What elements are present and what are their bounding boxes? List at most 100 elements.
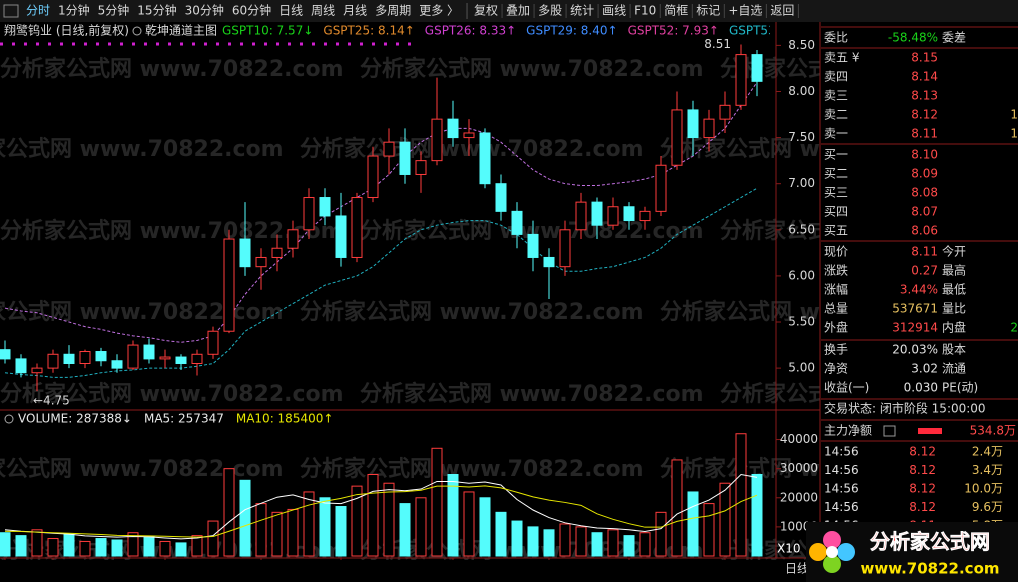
volume-bar	[303, 491, 315, 557]
volume-bar	[703, 503, 715, 557]
period-tab[interactable]: 周线	[311, 4, 335, 18]
indicator-icon[interactable]	[4, 414, 14, 424]
stat-label: 涨幅	[824, 282, 848, 297]
main-net-label: 主力净额	[824, 424, 872, 438]
tool-button[interactable]: 复权	[474, 4, 498, 18]
tick-volume: 10.0万	[964, 482, 1003, 496]
candle-body	[479, 132, 491, 185]
volume-bar	[287, 508, 299, 557]
candle-body	[495, 183, 507, 212]
period-tab[interactable]: 多周期	[375, 4, 411, 18]
main-net-bar	[918, 428, 942, 434]
tool-button[interactable]: 叠加	[506, 4, 530, 18]
candle-body	[623, 206, 635, 222]
candle-body	[239, 238, 251, 268]
y-tick-label: 8.50	[788, 38, 815, 52]
volume-bar	[623, 535, 635, 557]
tool-button[interactable]: 多股	[538, 4, 562, 18]
candle-body	[607, 206, 619, 226]
period-tab[interactable]: 日线	[279, 4, 303, 18]
volume-bar	[735, 433, 747, 557]
logo-petal	[809, 543, 827, 561]
candle-body	[447, 118, 459, 139]
volume-bar	[607, 529, 619, 557]
candle-body	[159, 356, 171, 360]
volume-bar	[0, 532, 11, 557]
watermark: 分析家公式网 www.70822.com	[0, 456, 284, 482]
candle-body	[591, 201, 603, 226]
low-annotation: ←4.75	[33, 394, 70, 408]
y-tick-label: 5.50	[788, 315, 815, 329]
candle-body	[511, 210, 523, 235]
tool-button[interactable]: 标记	[696, 4, 720, 18]
volume-bar	[191, 535, 203, 557]
candle-body	[383, 141, 395, 157]
period-tab[interactable]: 1分钟	[58, 3, 90, 18]
stat-value: 537671	[892, 302, 938, 316]
stat-label: 内盘	[942, 320, 966, 335]
menu-icon[interactable]	[3, 4, 19, 18]
volume-bar	[479, 497, 491, 557]
watermark: 分析家公式网 www.70822.com	[360, 56, 704, 82]
bid-label: 买五	[824, 224, 848, 238]
candle-body	[719, 104, 731, 120]
stat-label: 总量	[824, 302, 848, 316]
ask-price: 8.15	[911, 51, 938, 65]
volume-bar	[127, 532, 139, 557]
main-net-icon[interactable]	[883, 425, 896, 437]
candle-body	[687, 109, 699, 139]
period-tab[interactable]: 60分钟	[232, 3, 271, 18]
period-tab[interactable]: 月线	[343, 4, 367, 18]
channel-line	[4, 187, 758, 378]
logo-petal	[837, 543, 855, 561]
toolbar-bg	[0, 0, 1018, 22]
candle-body	[575, 201, 587, 231]
tool-button[interactable]: 简框	[664, 4, 688, 18]
volume-bar	[559, 523, 571, 557]
y-tick-label: 40000	[780, 432, 818, 446]
tool-button[interactable]: 统计	[570, 4, 594, 18]
tool-button[interactable]: +自选	[728, 4, 762, 18]
candle-body	[351, 197, 363, 258]
indicator-name: 乾坤通道主图	[145, 23, 217, 38]
ma-line	[4, 473, 758, 540]
period-tab[interactable]: 15分钟	[137, 3, 176, 18]
watermark: 分析家公式网 www.70822.com	[300, 456, 644, 482]
volume-bar	[447, 473, 459, 557]
x-scale-label: X10	[777, 542, 801, 556]
period-tab[interactable]: 5分钟	[98, 3, 130, 18]
legend-item: GSPT52: 7.93↑	[628, 24, 719, 38]
period-tab[interactable]: 分时	[26, 4, 50, 18]
ask-price: 8.13	[911, 89, 938, 103]
toolbar: 分时 1分钟 5分钟 15分钟 30分钟 60分钟 日线 周线 月线 多周期 更多 〉 复权 叠加 多股统…	[26, 3, 799, 19]
candle-body	[431, 118, 443, 162]
tool-button[interactable]: 画线	[602, 4, 626, 18]
legend-item: GSPT53: 6.9	[729, 24, 803, 38]
watermark: 分析家公式网 www.70822.com	[660, 299, 1004, 325]
volume-bar	[527, 526, 539, 557]
logo-center	[826, 546, 838, 558]
volume-bar	[639, 532, 651, 557]
bid-label: 买四	[824, 205, 848, 219]
tick-price: 8.12	[909, 482, 936, 496]
candle-body	[175, 356, 187, 365]
candle-body	[303, 197, 315, 231]
bid-label: 买二	[824, 167, 848, 181]
tool-button[interactable]: 返回	[770, 4, 794, 18]
candle-body	[287, 229, 299, 249]
period-tab[interactable]: 30分钟	[185, 3, 224, 18]
volume-bar	[159, 540, 171, 557]
legend-item: GSPT25: 8.14↑	[323, 24, 414, 38]
indicator-icon[interactable]	[132, 26, 142, 36]
bid-price: 8.06	[911, 224, 938, 238]
y-tick-label: 20000	[780, 490, 818, 504]
stat-value: 8.11	[911, 245, 938, 259]
period-tab[interactable]: 更多 〉	[419, 4, 459, 18]
legend-item: MA10: 185400↑	[236, 412, 334, 426]
volume-bar	[655, 511, 667, 557]
volume-bar	[495, 511, 507, 557]
tool-button[interactable]: F10	[634, 4, 656, 18]
candle-body	[79, 351, 91, 365]
volume-bar	[687, 491, 699, 557]
logo-petal	[823, 555, 841, 573]
